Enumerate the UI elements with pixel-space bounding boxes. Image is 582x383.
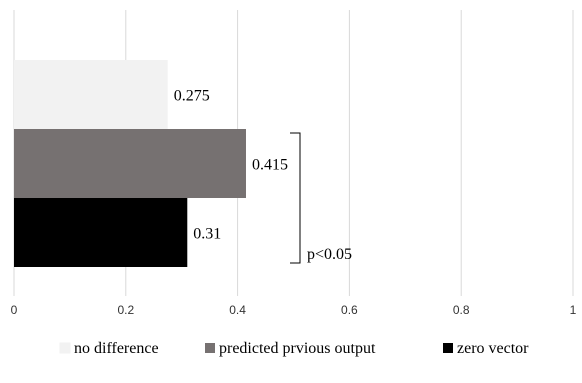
data-label: 0.31 bbox=[193, 226, 221, 243]
data-labels: 0.275 0.415 0.31 bbox=[174, 88, 288, 243]
legend: no difference predicted prvious output zer… bbox=[59, 340, 529, 357]
x-tick-label: 0.2 bbox=[117, 303, 134, 317]
data-label: 0.415 bbox=[252, 157, 288, 174]
significance-label: p<0.05 bbox=[307, 246, 352, 263]
legend-label: no difference bbox=[74, 340, 159, 357]
bar-predicted-prvious-output bbox=[14, 129, 246, 198]
significance-annotation: p<0.05 bbox=[290, 132, 352, 264]
legend-label: predicted prvious output bbox=[219, 340, 376, 357]
significance-bracket bbox=[290, 132, 301, 264]
x-tick-label: 0 bbox=[11, 303, 18, 317]
bars bbox=[14, 60, 246, 267]
x-tick-label: 0.6 bbox=[341, 303, 358, 317]
legend-swatch bbox=[59, 342, 71, 354]
x-tick-label: 0.8 bbox=[453, 303, 470, 317]
bar-zero-vector bbox=[14, 198, 188, 267]
legend-swatch bbox=[443, 343, 453, 353]
legend-swatch bbox=[205, 343, 215, 353]
bar-no-difference bbox=[14, 60, 168, 129]
data-label: 0.275 bbox=[174, 88, 210, 105]
legend-label: zero vector bbox=[457, 340, 529, 357]
x-axis-ticks: 0 0.2 0.4 0.6 0.8 1 bbox=[11, 303, 577, 317]
x-tick-label: 0.4 bbox=[229, 303, 246, 317]
x-tick-label: 1 bbox=[570, 303, 577, 317]
